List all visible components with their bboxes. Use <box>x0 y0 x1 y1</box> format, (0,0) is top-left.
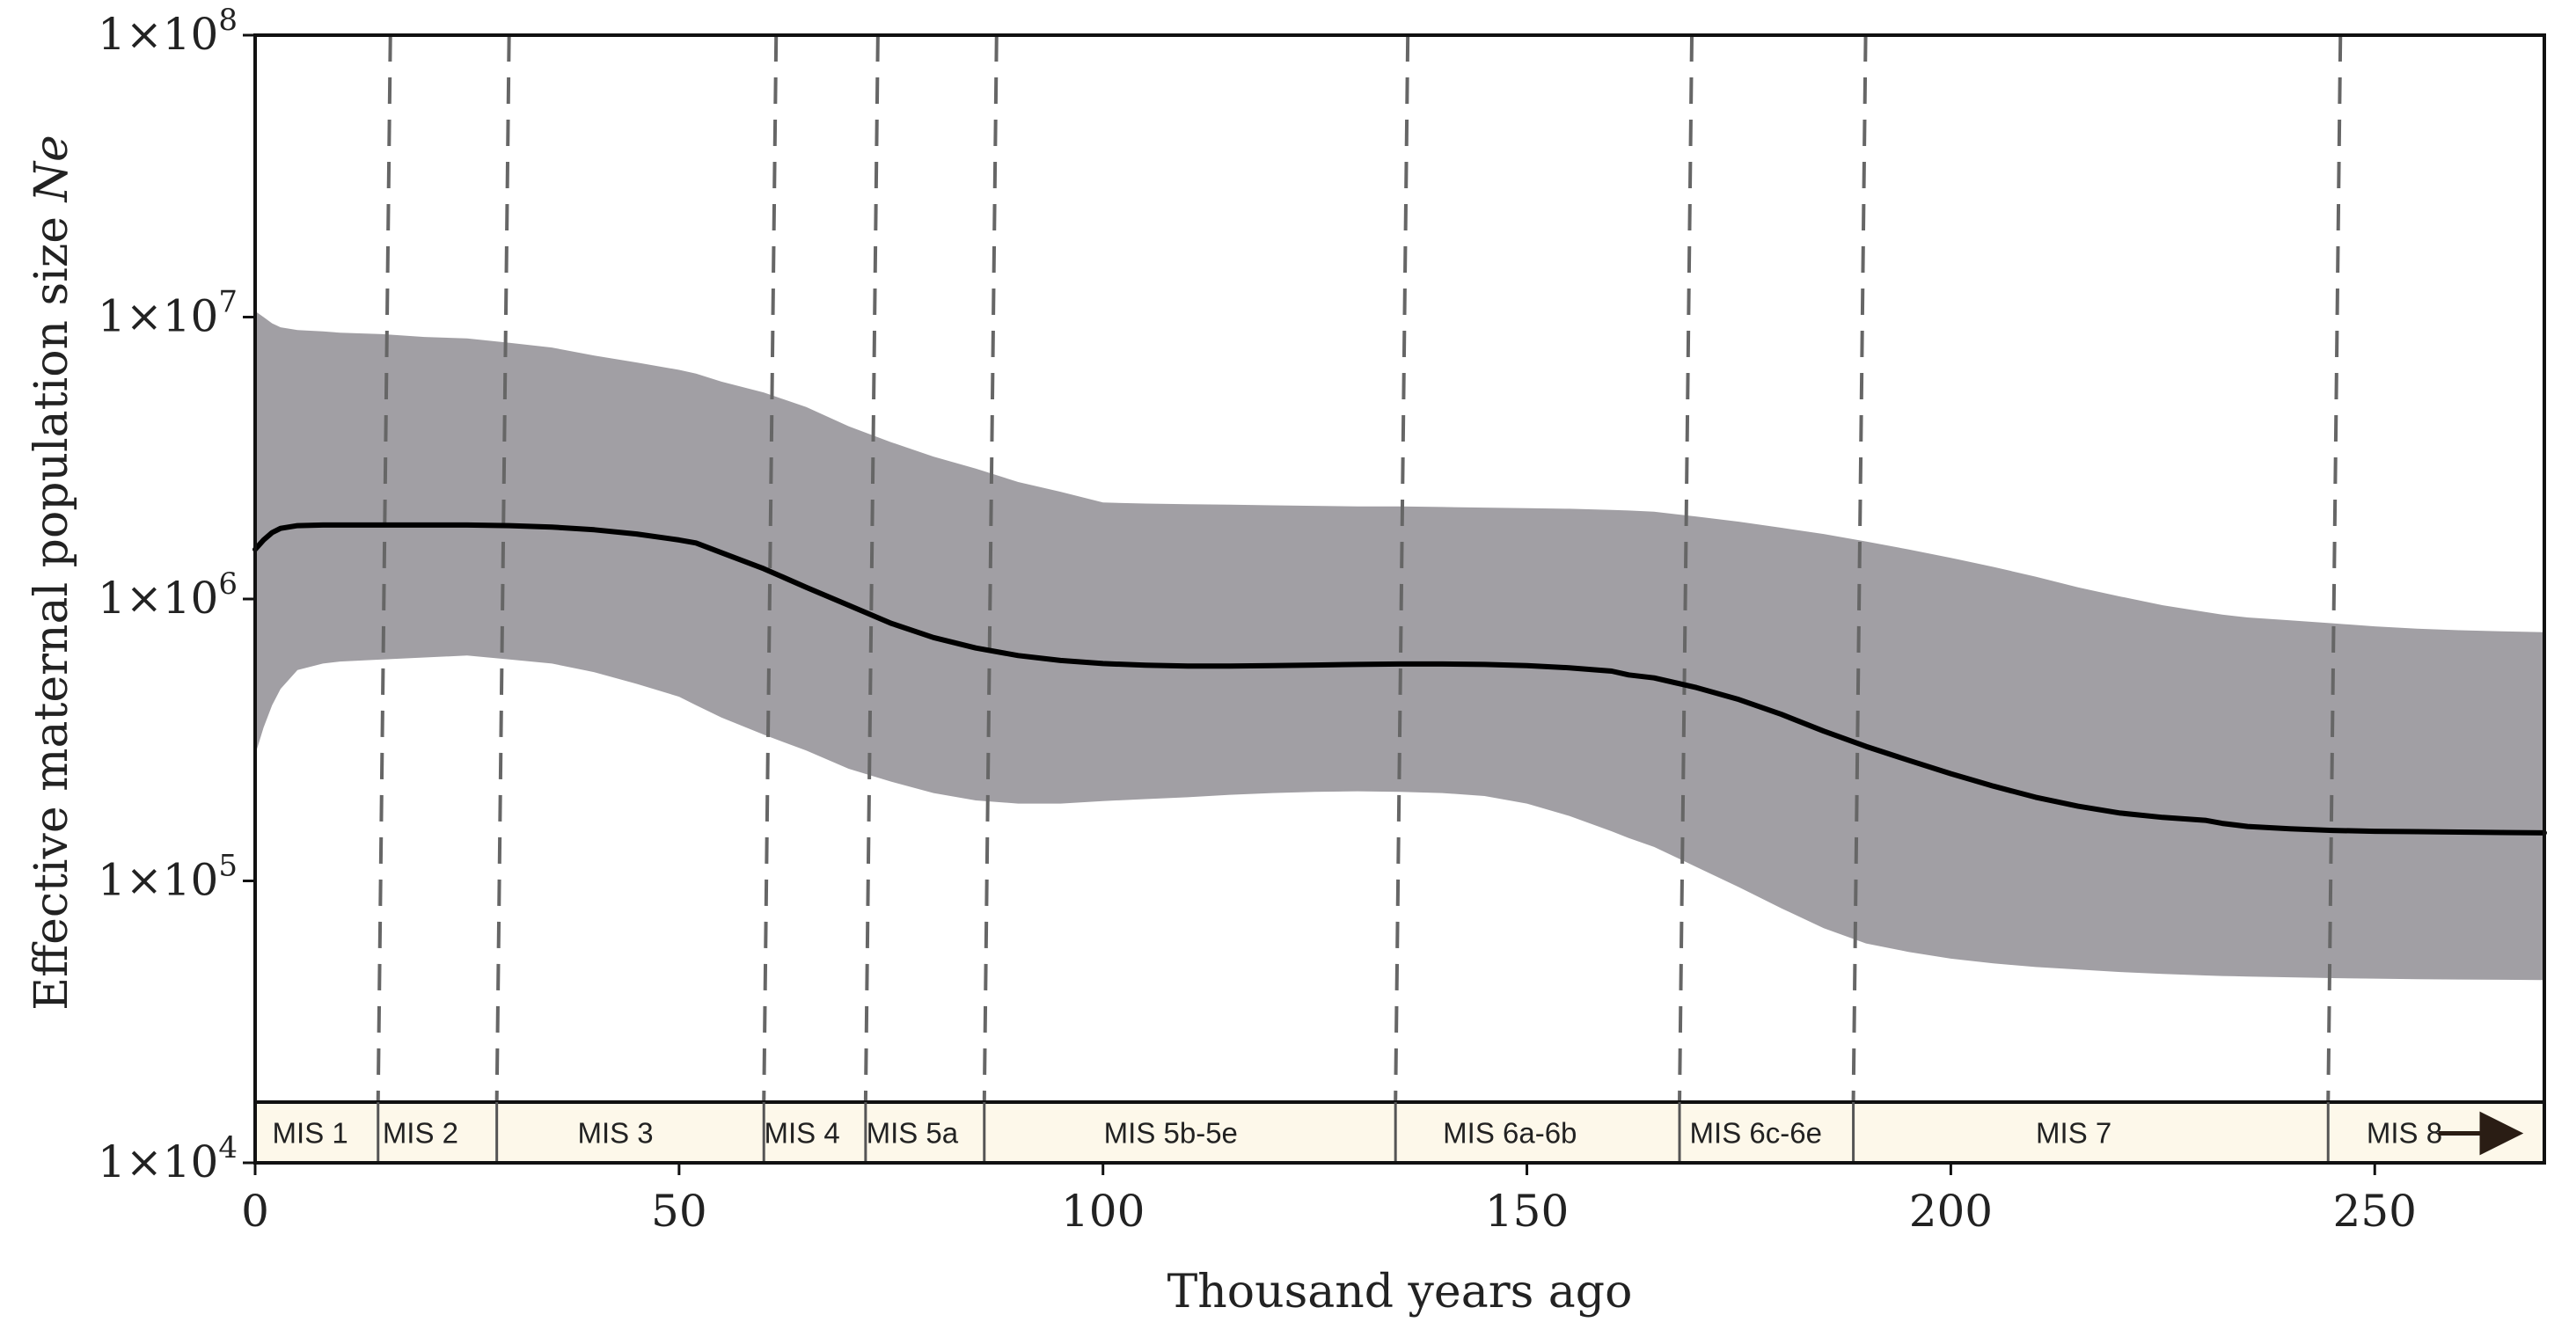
x-axis: 0 50 100 150 200 250 <box>241 1163 2417 1237</box>
mis-divider-3 <box>762 34 779 1103</box>
y-tick-label: 1×107 <box>98 285 238 342</box>
x-tick-label: 100 <box>1061 1186 1145 1237</box>
mis-label-6: MIS 5b-5e <box>1104 1117 1238 1150</box>
x-tick-label: 250 <box>2333 1186 2417 1237</box>
x-tick-label: 150 <box>1485 1186 1569 1237</box>
x-tick-label: 50 <box>651 1186 707 1237</box>
mis-divider-1 <box>376 34 392 1103</box>
y-tick-label: 1×106 <box>98 566 238 624</box>
mis-divider-group <box>376 34 2343 1103</box>
median-line <box>252 522 2547 836</box>
mis-strip: MIS 1 MIS 2 MIS 3 MIS 4 MIS 5a MIS 5b-5e MIS 6… <box>253 1100 2546 1165</box>
mis-label-10: MIS 8 <box>2367 1117 2442 1150</box>
mis-divider-7 <box>1678 34 1694 1103</box>
x-tick-label: 200 <box>1909 1186 1993 1237</box>
y-tick-label: 1×104 <box>98 1130 238 1187</box>
mis-label-4: MIS 4 <box>764 1117 839 1150</box>
mis-label-5: MIS 5a <box>867 1117 959 1150</box>
x-axis-title: Thousand years ago <box>1167 1266 1633 1318</box>
y-tick-label: 1×108 <box>98 3 238 60</box>
mis-strip-labels: MIS 1 MIS 2 MIS 3 MIS 4 MIS 5a MIS 5b-5e MIS 6… <box>273 1117 2443 1150</box>
mis-divider-4 <box>863 34 880 1103</box>
y-axis: 1×108 1×107 1×106 1×105 1×104 <box>98 3 255 1187</box>
mis-label-3: MIS 3 <box>577 1117 653 1150</box>
mis-label-1: MIS 1 <box>273 1117 348 1150</box>
y-axis-title: Effective maternal population size Ne <box>26 135 78 1011</box>
mis-label-2: MIS 2 <box>383 1117 458 1150</box>
mis-label-8: MIS 6c-6e <box>1690 1117 1822 1150</box>
y-tick-label: 1×105 <box>98 849 238 906</box>
x-tick-label: 0 <box>241 1186 269 1237</box>
mis-divider-8 <box>1851 34 1868 1103</box>
mis-divider-2 <box>494 34 511 1103</box>
mis-divider-9 <box>2326 34 2343 1103</box>
mis-divider-6 <box>1394 34 1410 1103</box>
mis-divider-5 <box>982 34 999 1103</box>
mis-label-7: MIS 6a-6b <box>1443 1117 1577 1150</box>
mis-strip-dividers <box>377 1102 2330 1163</box>
mis-label-9: MIS 7 <box>2036 1117 2111 1150</box>
